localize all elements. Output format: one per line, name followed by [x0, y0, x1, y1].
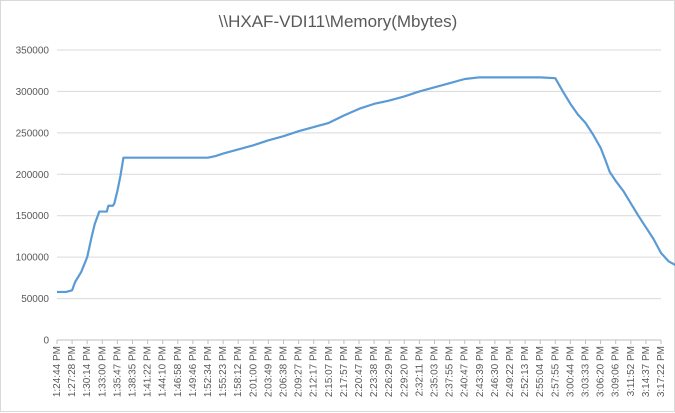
x-tick-label: 2:15:07 PM: [324, 346, 335, 397]
y-tick-label: 200000: [16, 170, 50, 181]
x-tick-label: 3:06:20 PM: [596, 346, 607, 397]
x-tick-label: 2:29:20 PM: [399, 346, 410, 397]
x-tick-label: 1:33:00 PM: [97, 346, 108, 397]
x-tick-label: 2:09:27 PM: [294, 346, 305, 397]
x-tick-label: 2:35:03 PM: [430, 346, 441, 397]
y-tick-label: 0: [43, 336, 49, 347]
x-tick-label: 1:58:12 PM: [233, 346, 244, 397]
y-tick-label: 350000: [16, 46, 50, 57]
x-tick-label: 3:14:37 PM: [641, 346, 652, 397]
y-tick-label: 300000: [16, 87, 50, 98]
x-tick-label: 1:52:34 PM: [203, 346, 214, 397]
x-tick-label: 2:01:00 PM: [248, 346, 259, 397]
y-tick-label: 250000: [16, 128, 50, 139]
x-tick-label: 1:55:23 PM: [218, 346, 229, 397]
x-tick-label: 1:30:14 PM: [82, 346, 93, 397]
x-tick-label: 1:44:10 PM: [158, 346, 169, 397]
x-tick-label: 2:17:57 PM: [339, 346, 350, 397]
x-tick-label: 2:55:04 PM: [535, 346, 546, 397]
x-tick-label: 2:43:39 PM: [475, 346, 486, 397]
x-tick-label: 2:40:47 PM: [460, 346, 471, 397]
x-tick-label: 2:06:38 PM: [279, 346, 290, 397]
y-tick-label: 100000: [16, 253, 50, 264]
x-tick-label: 3:03:33 PM: [581, 346, 592, 397]
x-tick-label: 1:24:44 PM: [52, 346, 63, 397]
series-line-memory: [57, 76, 675, 294]
x-tick-label: 3:09:06 PM: [611, 346, 622, 397]
x-tick-label: 2:20:47 PM: [354, 346, 365, 397]
x-tick-label: 2:46:30 PM: [490, 346, 501, 397]
x-tick-label: 2:49:22 PM: [505, 346, 516, 397]
x-tick-label: 2:03:49 PM: [263, 346, 274, 397]
x-tick-label: 3:00:44 PM: [565, 346, 576, 397]
x-tick-label: 2:12:17 PM: [309, 346, 320, 397]
x-tick-label: 1:41:22 PM: [143, 346, 154, 397]
x-tick-label: 2:57:55 PM: [550, 346, 561, 397]
x-tick-label: 1:35:47 PM: [112, 346, 123, 397]
chart-title: \\HXAF-VDI11\Memory(Mbytes): [219, 12, 458, 31]
x-tick-label: 2:32:11 PM: [414, 346, 425, 396]
x-tick-label: 3:17:22 PM: [656, 346, 667, 397]
x-tick-label: 2:26:29 PM: [384, 346, 395, 397]
x-axis-ticks: 1:24:44 PM 1:27:28 PM 1:30:14 PM 1:33:00 PM…: [52, 340, 667, 397]
y-tick-label: 50000: [21, 294, 49, 305]
y-axis-ticks: 0 50000 100000 150000 200000 250000 300000 3500…: [16, 46, 50, 347]
x-tick-label: 2:37:55 PM: [445, 346, 456, 397]
x-tick-label: 1:46:58 PM: [173, 346, 184, 397]
x-tick-label: 2:52:13 PM: [520, 346, 531, 397]
gridlines: [57, 49, 661, 300]
x-tick-label: 1:27:28 PM: [67, 346, 78, 397]
y-tick-label: 150000: [16, 211, 50, 222]
x-tick-label: 2:23:38 PM: [369, 346, 380, 397]
x-tick-label: 1:38:35 PM: [128, 346, 139, 397]
x-tick-label: 3:11:52 PM: [626, 346, 637, 396]
x-tick-label: 1:49:46 PM: [188, 346, 199, 397]
